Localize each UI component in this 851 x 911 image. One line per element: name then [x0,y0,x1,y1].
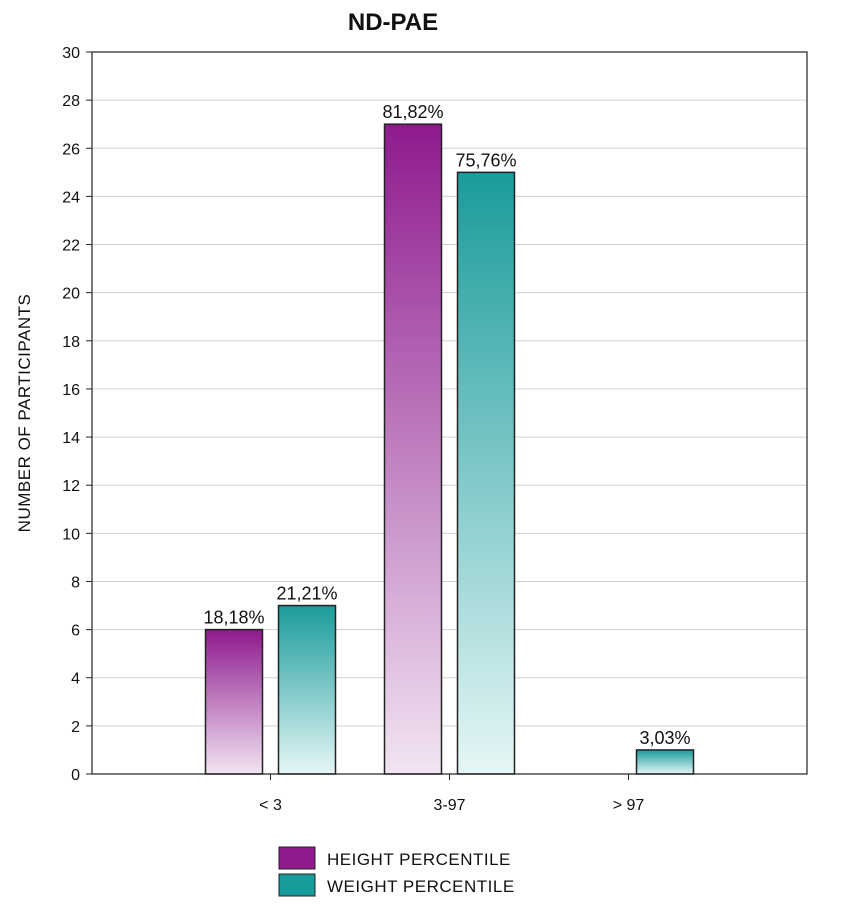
grid-lines [92,99,807,727]
y-tick-label: 12 [62,478,80,495]
bar-height-1 [383,123,443,775]
y-tick-label: 8 [71,574,80,591]
bars [204,123,695,775]
y-tick-label: 24 [62,189,80,206]
x-tick-label: 3-97 [433,797,465,814]
bar-weight-2 [635,749,695,775]
data-label: 18,18% [203,608,264,628]
data-label: 81,82% [382,102,443,122]
y-tick-label: 10 [62,526,80,543]
data-label: 3,03% [639,728,690,748]
y-tick-label: 14 [62,430,80,447]
legend-label: WEIGHT PERCENTILE [327,877,515,896]
y-axis-title: NUMBER OF PARTICIPANTS [15,294,34,533]
y-tick-label: 6 [71,623,80,640]
chart-title: ND-PAE [348,9,438,36]
data-label: 75,76% [455,150,516,170]
plot-frame [91,51,808,775]
data-labels: 18,18% 21,21% 81,82% 75,76% 3,03% [203,102,690,748]
y-tick-label: 28 [62,93,80,110]
bar-height-0 [204,628,264,775]
bar-weight-1 [456,171,516,775]
y-tick-label: 20 [62,286,80,303]
y-tick-label: 22 [62,238,80,255]
y-tick-label: 16 [62,382,80,399]
y-tick-label: 30 [62,45,80,62]
legend: HEIGHT PERCENTILE WEIGHT PERCENTILE [278,846,515,897]
y-tick-label: 26 [62,141,80,158]
legend-swatch [278,873,316,897]
y-tick-label: 0 [71,767,80,784]
legend-label: HEIGHT PERCENTILE [327,850,511,869]
data-label: 21,21% [276,584,337,604]
y-tick-label: 18 [62,334,80,351]
x-tick-label: < 3 [259,797,282,814]
y-tick-label: 2 [71,719,80,736]
x-tick-label: > 97 [613,797,645,814]
y-tick-label: 4 [71,671,80,688]
bar-weight-0 [277,604,337,775]
x-axis-ticks: < 3 3-97 > 97 [259,774,644,814]
legend-swatch [278,846,316,870]
